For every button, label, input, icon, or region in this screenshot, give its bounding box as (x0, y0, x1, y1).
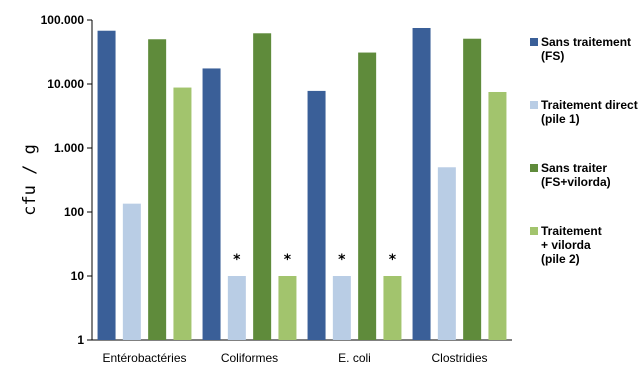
legend-swatch (530, 38, 538, 46)
significance-marker: * (338, 252, 346, 268)
bar (253, 33, 272, 341)
y-axis-label: cfu / g (20, 144, 40, 216)
bar (202, 68, 221, 341)
y-tick-label: 100.000 (41, 13, 85, 27)
bar (173, 87, 192, 341)
legend-label: (pile 2) (541, 252, 580, 266)
legend-swatch (530, 101, 538, 109)
bar (97, 30, 116, 341)
y-tick-label: 1 (77, 333, 84, 347)
bar (488, 91, 507, 340)
bar (332, 276, 351, 340)
legend-label: + vilorda (541, 238, 591, 252)
legend-label: Sans traiter (541, 161, 607, 175)
significance-marker: * (284, 252, 292, 268)
bar (148, 39, 167, 340)
bar (358, 52, 377, 340)
y-tick-label: 10 (71, 269, 85, 283)
significance-marker: * (389, 252, 397, 268)
legend-label: (FS) (541, 49, 564, 63)
bar (463, 38, 482, 340)
legend-swatch (530, 227, 538, 235)
legend-label: Traitement (541, 224, 602, 238)
bar (122, 203, 141, 340)
legend-label: Sans traitement (541, 35, 631, 49)
y-tick-label: 10.000 (47, 77, 84, 91)
bar (383, 276, 402, 340)
y-tick-label: 1.000 (54, 141, 84, 155)
legend-label: (pile 1) (541, 112, 580, 126)
legend-label: Traitement direct (541, 98, 638, 112)
bar (307, 90, 326, 340)
bar (437, 167, 456, 340)
x-tick-label: E. coli (338, 351, 371, 365)
x-tick-label: Entérobactéries (102, 351, 186, 365)
legend-swatch (530, 164, 538, 172)
legend-label: (FS+vilorda) (541, 175, 611, 189)
y-tick-label: 100 (64, 205, 84, 219)
x-tick-label: Coliformes (221, 351, 278, 365)
x-tick-label: Clostridies (431, 351, 487, 365)
bar (227, 276, 246, 340)
bar (412, 27, 431, 340)
significance-marker: * (233, 252, 241, 268)
bar (278, 276, 297, 340)
